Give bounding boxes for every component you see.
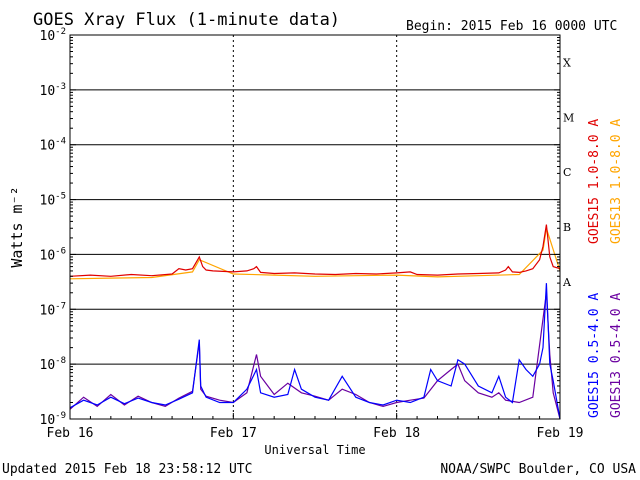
y-tick-exponent: -9	[55, 411, 66, 421]
flare-class-label: B	[563, 221, 571, 234]
y-tick-label: 10-4	[40, 137, 67, 154]
plot-frame	[69, 34, 561, 420]
legend: GOES15 1.0-8.0 A GOES13 1.0-8.0 A GOES15 0…	[587, 119, 624, 418]
y-tick-label: 10-8	[40, 356, 67, 373]
plot-grid	[70, 35, 560, 419]
y-axis-ticks: 10-910-810-710-610-510-410-310-2	[40, 27, 560, 428]
legend-entry: GOES13 1.0-8.0 A	[609, 119, 624, 244]
flare-class-labels: A B C M X	[562, 56, 574, 288]
begin-time: Begin: 2015 Feb 16 0000 UTC	[406, 19, 617, 34]
series-layer	[69, 224, 561, 420]
legend-entry: GOES13 0.5-4.0 A	[609, 293, 624, 418]
y-tick-exponent: -4	[55, 137, 66, 147]
chart-title: GOES Xray Flux (1-minute data)	[33, 10, 340, 30]
series-line	[69, 228, 561, 280]
y-tick-exponent: -6	[55, 246, 66, 256]
flare-class-label: A	[562, 276, 572, 289]
series-line	[69, 283, 561, 420]
y-tick-exponent: -3	[55, 82, 66, 92]
y-tick-label: 10-7	[40, 301, 67, 318]
credit-text: NOAA/SWPC Boulder, CO USA	[440, 462, 636, 477]
updated-timestamp: Updated 2015 Feb 18 23:58:12 UTC	[2, 462, 252, 477]
flare-class-label: M	[563, 111, 574, 124]
legend-entry: GOES15 0.5-4.0 A	[587, 293, 602, 418]
y-tick-label: 10-5	[40, 192, 67, 209]
x-tick-label: Feb 19	[537, 426, 584, 441]
y-tick-label: 10-6	[40, 246, 67, 263]
x-tick-label: Feb 17	[210, 426, 257, 441]
y-tick-exponent: -5	[55, 192, 66, 202]
y-tick-label: 10-2	[40, 27, 67, 44]
x-tick-label: Feb 16	[47, 426, 94, 441]
y-tick-label: 10-3	[40, 82, 67, 99]
x-axis-label: Universal Time	[264, 443, 365, 457]
y-tick-exponent: -2	[55, 27, 66, 37]
flare-class-label: C	[563, 166, 571, 179]
flare-class-label: X	[563, 56, 571, 69]
legend-entry: GOES15 1.0-8.0 A	[587, 119, 602, 244]
x-tick-label: Feb 18	[373, 426, 420, 441]
x-axis-ticks: Feb 16 Feb 17 Feb 18 Feb 19	[47, 413, 584, 441]
y-tick-exponent: -7	[55, 301, 66, 311]
y-axis-label: Watts m⁻²	[8, 186, 26, 267]
y-tick-exponent: -8	[55, 356, 66, 366]
series-line	[69, 224, 561, 277]
